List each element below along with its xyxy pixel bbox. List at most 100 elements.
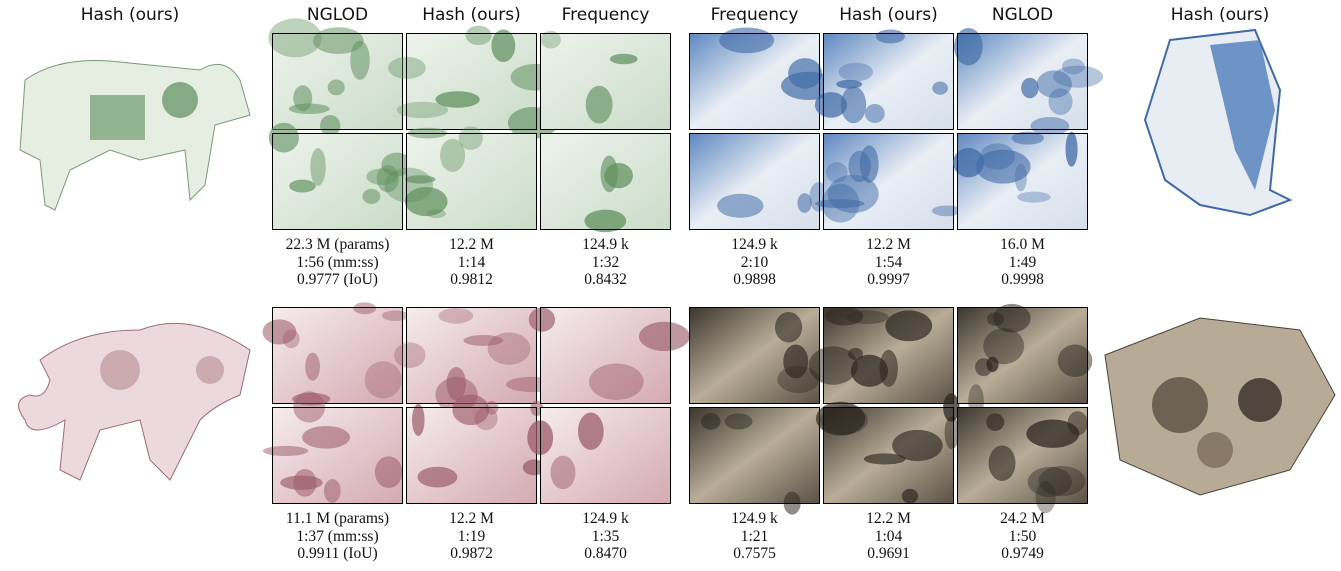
- render-tile: [527, 407, 671, 504]
- tile-border: [272, 33, 403, 130]
- stat-line: 1:56 (mm:ss): [296, 253, 379, 271]
- stat-line: 22.3 M (params): [285, 236, 390, 253]
- tile-detail: [1027, 466, 1073, 497]
- tile-background: [689, 133, 820, 230]
- tile-detail: [993, 303, 1031, 333]
- stat-line: 0.9777 (IoU): [297, 271, 378, 288]
- tile-detail: [864, 104, 885, 124]
- tile-border: [823, 407, 954, 504]
- tile-detail: [815, 401, 866, 436]
- tile-detail: [412, 404, 425, 436]
- tile-detail: [353, 302, 377, 315]
- tile-detail: [366, 168, 398, 185]
- tile-detail: [282, 329, 300, 349]
- tile-background: [540, 307, 671, 404]
- tile-detail: [1030, 116, 1070, 136]
- tile-detail: [268, 122, 299, 153]
- tile-detail: [988, 445, 1016, 482]
- stat-line: 1:21: [740, 527, 769, 545]
- tile-detail: [859, 145, 879, 183]
- tile-detail: [1014, 163, 1027, 192]
- tile-detail: [381, 310, 410, 321]
- stat-line: 0.9997: [867, 271, 910, 288]
- tile-detail: [268, 18, 322, 58]
- chameleon-render: [18, 322, 251, 481]
- bust-render: [1143, 28, 1293, 217]
- tile-detail: [465, 25, 492, 46]
- tile-detail: [975, 149, 1031, 184]
- column-header: Frequency: [710, 5, 799, 25]
- tile-detail: [589, 363, 644, 401]
- tile-detail: [885, 310, 933, 342]
- tile-detail: [384, 167, 434, 203]
- tile-detail: [396, 101, 449, 119]
- tile-detail: [1011, 131, 1044, 145]
- tile-detail: [435, 91, 480, 108]
- tile-detail: [783, 344, 809, 379]
- stat-line: 0.9998: [1001, 271, 1044, 288]
- tile-detail: [944, 416, 960, 450]
- tile-border: [540, 307, 671, 404]
- tile-detail: [1057, 344, 1093, 377]
- tile-border: [272, 407, 403, 504]
- tile-detail: [814, 92, 847, 118]
- tile-background: [540, 407, 671, 504]
- tile-detail: [932, 81, 949, 95]
- tile-detail: [986, 356, 999, 372]
- render-tile: [262, 391, 403, 504]
- tile-detail: [381, 152, 413, 177]
- tile-detail: [463, 335, 504, 346]
- stat-line: 1:50: [1008, 527, 1037, 545]
- tile-detail: [289, 179, 316, 193]
- stat-line: 1:54: [874, 253, 903, 271]
- tile-border: [272, 133, 403, 230]
- tile-detail: [327, 79, 345, 96]
- tile-detail: [777, 365, 820, 393]
- tile-detail: [717, 193, 764, 218]
- tile-detail: [404, 187, 448, 217]
- tile-detail: [350, 40, 370, 81]
- column-header: Hash (ours): [422, 5, 521, 25]
- render-tile: [528, 307, 690, 404]
- stat-line: 1:35: [591, 527, 620, 545]
- tile-border: [540, 407, 671, 504]
- tile-detail: [701, 412, 721, 430]
- tile-detail: [440, 138, 466, 172]
- render-tile: [262, 302, 410, 406]
- column-header: Frequency: [561, 5, 650, 25]
- tile-detail: [1035, 481, 1056, 514]
- tile-border: [272, 307, 403, 404]
- stat-line: 12.2 M: [449, 236, 494, 253]
- tile-detail: [302, 425, 351, 449]
- tile-detail: [374, 456, 403, 489]
- tile-border: [957, 407, 1088, 504]
- render-tile: [815, 393, 960, 504]
- stat-line: 12.2 M: [866, 510, 911, 527]
- tile-detail: [1038, 465, 1086, 497]
- tile-border: [689, 133, 820, 230]
- column-header: Hash (ours): [839, 5, 938, 25]
- render-tile: [814, 29, 954, 130]
- tile-border: [823, 33, 954, 130]
- render-tile: [540, 133, 671, 233]
- tile-detail: [954, 27, 983, 66]
- tile-detail: [1026, 419, 1080, 448]
- tile-detail: [983, 328, 1025, 365]
- stat-line: 0.9898: [733, 271, 776, 288]
- tile-detail: [600, 155, 618, 193]
- tile-detail: [293, 85, 313, 112]
- stat-line: 124.9 k: [731, 236, 778, 253]
- tile-detail: [724, 413, 753, 430]
- tile-detail: [836, 79, 863, 89]
- tile-detail: [1036, 70, 1072, 98]
- tile-detail: [901, 488, 919, 504]
- render-tile: [689, 307, 820, 404]
- render-tile: [394, 307, 560, 413]
- stat-line: 0.7575: [733, 545, 776, 562]
- tile-detail: [417, 466, 458, 488]
- tile-detail: [320, 114, 341, 137]
- tile-detail: [840, 86, 867, 124]
- tile-detail: [438, 307, 474, 324]
- tile-detail: [394, 342, 426, 368]
